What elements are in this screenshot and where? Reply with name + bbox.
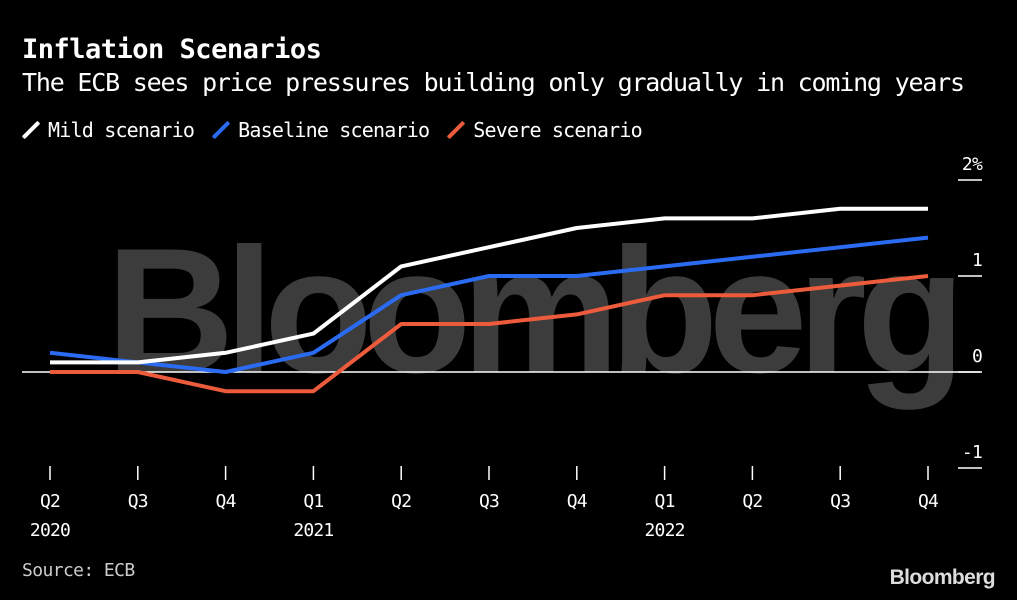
legend-item-severe: Severe scenario bbox=[447, 118, 642, 142]
x-tick-label: Q3 bbox=[128, 491, 148, 512]
x-tick-label: Q3 bbox=[479, 491, 499, 512]
watermark: Bloomberg bbox=[106, 211, 955, 410]
y-tick-label: 0 bbox=[972, 346, 982, 367]
legend: Mild scenario Baseline scenario Severe s… bbox=[22, 118, 643, 142]
x-tick-label: Q1 bbox=[303, 491, 323, 512]
series-line-mild bbox=[50, 206, 928, 365]
legend-item-mild: Mild scenario bbox=[22, 118, 195, 142]
x-tick-label: Q2 bbox=[40, 491, 60, 512]
series-line-severe bbox=[50, 274, 929, 394]
legend-label-mild: Mild scenario bbox=[48, 118, 195, 142]
x-tick-label: Q4 bbox=[216, 491, 236, 512]
brand-logo: Bloomberg bbox=[889, 566, 996, 589]
series-line-baseline bbox=[49, 235, 929, 374]
legend-label-severe: Severe scenario bbox=[473, 118, 642, 142]
x-year-label: 2022 bbox=[645, 520, 685, 541]
x-tick-label: Q4 bbox=[918, 491, 938, 512]
x-tick-label: Q2 bbox=[391, 491, 411, 512]
x-tick-label: Q1 bbox=[655, 491, 675, 512]
chart-subtitle: The ECB sees price pressures building on… bbox=[22, 68, 965, 97]
y-tick-label: 1 bbox=[972, 250, 982, 271]
legend-item-baseline: Baseline scenario bbox=[212, 118, 430, 142]
legend-label-baseline: Baseline scenario bbox=[238, 118, 430, 142]
x-tick-label: Q4 bbox=[567, 491, 587, 512]
x-year-label: 2020 bbox=[30, 520, 70, 541]
x-tick-label: Q2 bbox=[742, 491, 762, 512]
x-tick-label: Q3 bbox=[830, 491, 850, 512]
source-note: Source: ECB bbox=[22, 560, 135, 581]
chart-title: Inflation Scenarios bbox=[22, 34, 322, 65]
y-tick-label: 2% bbox=[962, 154, 983, 175]
x-year-label: 2021 bbox=[293, 520, 333, 541]
y-tick-label: -1 bbox=[962, 442, 982, 463]
